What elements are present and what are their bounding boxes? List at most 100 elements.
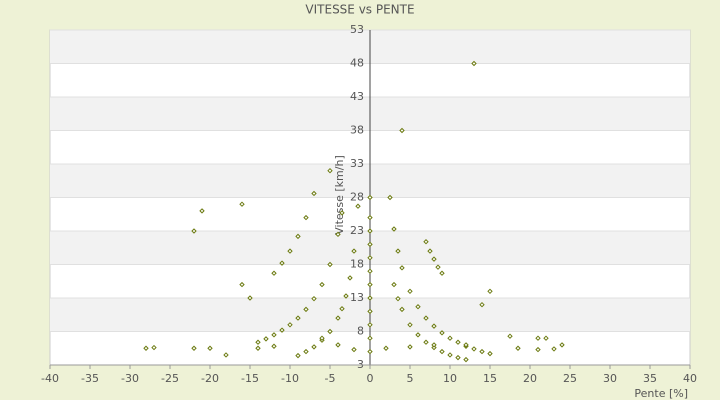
point	[387, 194, 393, 201]
point	[367, 308, 373, 315]
point	[431, 256, 437, 262]
point	[439, 330, 445, 336]
point	[427, 248, 433, 254]
point	[471, 346, 477, 352]
point	[339, 306, 345, 312]
point	[507, 333, 513, 339]
point	[311, 190, 317, 197]
x-tick-label: -30	[121, 372, 139, 385]
x-tick-label: 10	[443, 372, 457, 385]
point	[463, 356, 469, 363]
point	[287, 248, 293, 254]
point	[391, 281, 397, 288]
point	[319, 335, 325, 341]
point	[391, 226, 397, 232]
point	[367, 241, 373, 248]
y-tick-label: 13	[350, 291, 364, 304]
point	[207, 345, 213, 351]
chart-title: VITESSE vs PENTE	[305, 3, 414, 17]
y-tick-label: 43	[350, 90, 364, 103]
point	[367, 228, 373, 234]
point	[295, 233, 301, 240]
point	[279, 260, 285, 266]
point	[415, 304, 421, 310]
point	[311, 295, 317, 302]
point	[335, 315, 341, 321]
point	[479, 348, 485, 355]
y-tick-label: 33	[350, 157, 364, 170]
point	[395, 295, 401, 302]
point	[367, 255, 373, 261]
point	[367, 268, 373, 274]
point	[559, 342, 565, 348]
point	[295, 352, 301, 359]
point	[423, 315, 429, 321]
point	[191, 228, 197, 234]
point	[435, 264, 441, 270]
point	[311, 344, 317, 350]
point	[399, 265, 405, 271]
point	[239, 201, 245, 207]
point	[423, 239, 429, 245]
point	[407, 322, 413, 328]
point	[455, 354, 461, 361]
x-tick-label: 30	[603, 372, 617, 385]
y-tick-label: 53	[350, 23, 364, 36]
point	[447, 335, 453, 341]
point	[431, 323, 437, 329]
point	[327, 167, 333, 174]
point	[335, 231, 341, 238]
point	[295, 315, 301, 321]
x-tick-label: 5	[407, 372, 414, 385]
point	[367, 295, 373, 301]
point	[327, 328, 333, 335]
point	[343, 293, 349, 299]
point	[279, 327, 285, 333]
point	[455, 339, 461, 345]
point	[355, 203, 361, 209]
point	[255, 345, 261, 351]
x-tick-label: 40	[683, 372, 697, 385]
point	[335, 342, 341, 348]
x-tick-label: -10	[281, 372, 299, 385]
point	[191, 345, 197, 351]
y-tick-label: 48	[350, 57, 364, 70]
point	[431, 342, 437, 348]
point	[515, 345, 521, 351]
point	[303, 306, 309, 313]
point	[439, 348, 445, 355]
point	[367, 335, 373, 341]
point	[339, 210, 345, 216]
point	[271, 332, 277, 338]
point	[319, 281, 325, 288]
point	[463, 342, 469, 348]
point	[247, 295, 253, 301]
y-tick-label: 8	[357, 325, 364, 338]
point	[447, 352, 453, 358]
point	[303, 348, 309, 355]
point	[263, 336, 269, 342]
x-tick-label: -5	[325, 372, 336, 385]
x-tick-label: -35	[81, 372, 99, 385]
point	[439, 270, 445, 276]
x-tick-label: -40	[41, 372, 59, 385]
point	[143, 345, 149, 351]
point	[535, 335, 541, 341]
point	[471, 60, 477, 67]
y-tick-label: 18	[350, 258, 364, 271]
point	[367, 322, 373, 328]
point	[239, 281, 245, 288]
point	[543, 335, 549, 341]
x-tick-label: 35	[643, 372, 657, 385]
x-tick-label: 15	[483, 372, 497, 385]
y-axis-label: Vitesse [km/h]	[333, 155, 346, 235]
point	[551, 346, 557, 352]
point	[487, 350, 493, 357]
x-axis-label: Pente [%]	[634, 387, 688, 400]
point	[395, 248, 401, 254]
point	[255, 339, 261, 345]
x-tick-label: -25	[161, 372, 179, 385]
point	[367, 194, 373, 201]
point	[367, 281, 373, 288]
